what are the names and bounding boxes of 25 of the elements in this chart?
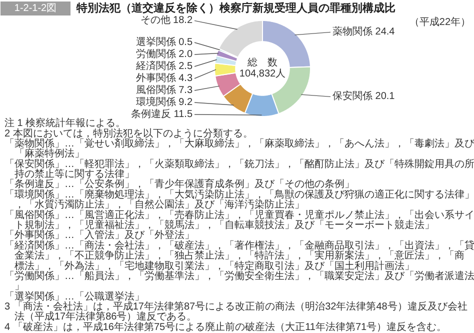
slice-label: その他 18.2: [140, 14, 193, 26]
text: 「経済関係」…「商法・会社法」，「破産法」，「著作権法」，「金融商品取引法」，「出資法」，「貸金業法」，「不正競争防止法」，「独占禁止法」，「特許法」，「実用新案法」，「意匠法」，「商標法」，「外為法」，「宅地建物取引業法」，「特定商取引法」及び「国土利用計画法」: [4, 239, 474, 272]
slice-label: 薬物関係 24.4: [332, 26, 396, 38]
text: （平成22年）: [409, 16, 470, 28]
text: 注 1 検察統計年報による。: [4, 117, 126, 130]
text: 2 本図においては，特別法犯を以下のように分類する。: [4, 127, 253, 140]
text: 1-2-1-2図: [14, 3, 57, 14]
text: 「条例違反」…「公安条例」，「青少年保護育成条例」及び「その他の条例」: [4, 178, 354, 190]
text: 「環境関係」…「廃棄物処理法」，「大気汚染防止法」，「鳥獣の保護及び狩猟の適正化に関する法律」，「水質汚濁防止法」，「自然公園法」及び「海洋汚染防止法」: [4, 188, 474, 211]
slice-label: 保安関係 20.1: [332, 90, 396, 102]
slice-label: 経済関係 2.5: [134, 60, 193, 72]
text: 「外事関係」…「入管法」及び「外登法」: [4, 229, 194, 242]
text: 「労働関係」…「船員法」，「労働基準法」，「労働安全衛生法」，「職業安定法」及び「労働者派遣法」: [4, 270, 474, 292]
text: 総 数 104,832人: [239, 56, 286, 80]
text: 「風俗関係」…「風営適正化法」，「売春防止法」，「児童買春・児童ポルノ禁止法」，「出会い系サイト規制法」，「児童福祉法」，「競馬法」，「自転車競技法」及び「モーターボート競走法」: [4, 208, 474, 231]
text: 3 「商法・会社法」は，平成17年法律第87号による改正前の商法（明治32年法律第48号）違反及び会社法（平成17年法律第86号）違反である。: [4, 300, 468, 323]
slice-label: 環境関係 9.2: [136, 96, 193, 108]
slice-label: 風俗関係 7.3: [136, 84, 193, 96]
text: 「選挙関係」…「公職選挙法」: [4, 290, 144, 302]
slice-label: 条例違反 11.5: [131, 108, 193, 120]
slice-label: 労働関係 2.0: [136, 48, 193, 60]
text: 4 「破産法」は，平成16年法律第75号による廃止前の破産法（大正11年法律第71号）違反を含む。: [4, 320, 447, 333]
slice-label: 外事関係 4.3: [136, 72, 193, 84]
chart-title: 特別法犯（道交違反を除く）検察庁新規受理人員の罪種別構成比: [76, 2, 396, 14]
slice-label: 選挙関係 0.5: [136, 36, 193, 48]
